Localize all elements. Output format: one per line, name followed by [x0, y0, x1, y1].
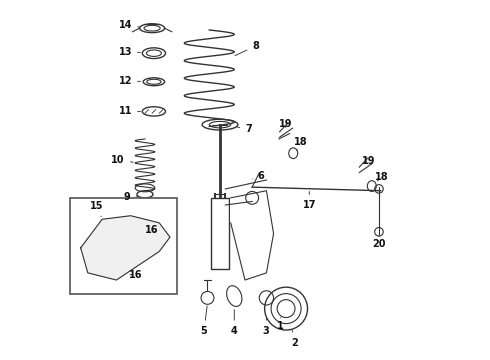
Text: 13: 13	[119, 47, 141, 57]
Circle shape	[155, 224, 171, 240]
Text: 7: 7	[237, 124, 252, 134]
FancyBboxPatch shape	[70, 198, 177, 294]
Text: 20: 20	[372, 235, 386, 249]
Bar	[211, 198, 229, 269]
Text: 18: 18	[294, 137, 308, 150]
Text: 16: 16	[146, 225, 159, 235]
Text: 12: 12	[119, 76, 141, 86]
Text: 11: 11	[119, 107, 141, 116]
Text: 17: 17	[302, 192, 316, 210]
Text: 15: 15	[90, 201, 104, 217]
Text: 14: 14	[119, 20, 141, 30]
Text: 18: 18	[375, 172, 389, 182]
Text: 1: 1	[277, 318, 284, 331]
Text: 10: 10	[111, 155, 133, 165]
Text: 5: 5	[200, 306, 207, 336]
Text: 6: 6	[252, 171, 265, 181]
Text: 9: 9	[124, 192, 138, 202]
Text: 3: 3	[262, 318, 269, 336]
Text: 2: 2	[292, 330, 298, 347]
Text: 8: 8	[235, 41, 259, 55]
Text: 19: 19	[279, 118, 293, 129]
Text: 16: 16	[129, 270, 143, 280]
Text: 4: 4	[231, 310, 238, 336]
Polygon shape	[81, 216, 170, 280]
Text: 19: 19	[362, 156, 375, 166]
Polygon shape	[231, 191, 273, 280]
Circle shape	[106, 266, 127, 287]
